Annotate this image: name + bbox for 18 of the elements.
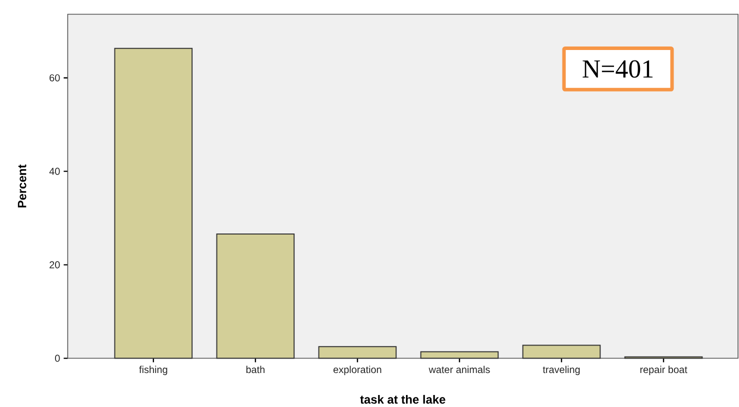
x-tick-label: traveling [542,366,580,376]
bar [114,48,193,359]
y-axis-title: Percent [18,164,26,208]
x-tick-label: water animals [428,366,490,374]
y-tick-label: 20 [50,261,60,268]
x-tick-label: bath [246,366,264,374]
x-tick-label: repair boat [640,366,688,376]
x-tick-label: fishing [139,366,168,376]
annotation: N=401 [582,60,653,78]
bar [522,344,601,359]
bar [420,351,499,359]
x-tick-label: exploration [334,366,382,376]
y-tick-label: 60 [50,74,60,82]
bar [318,346,397,359]
y-tick-label: 0 [55,354,60,362]
bar [216,233,295,359]
y-tick-label: 40 [49,168,60,175]
x-axis-title: task at the lake [360,394,446,404]
